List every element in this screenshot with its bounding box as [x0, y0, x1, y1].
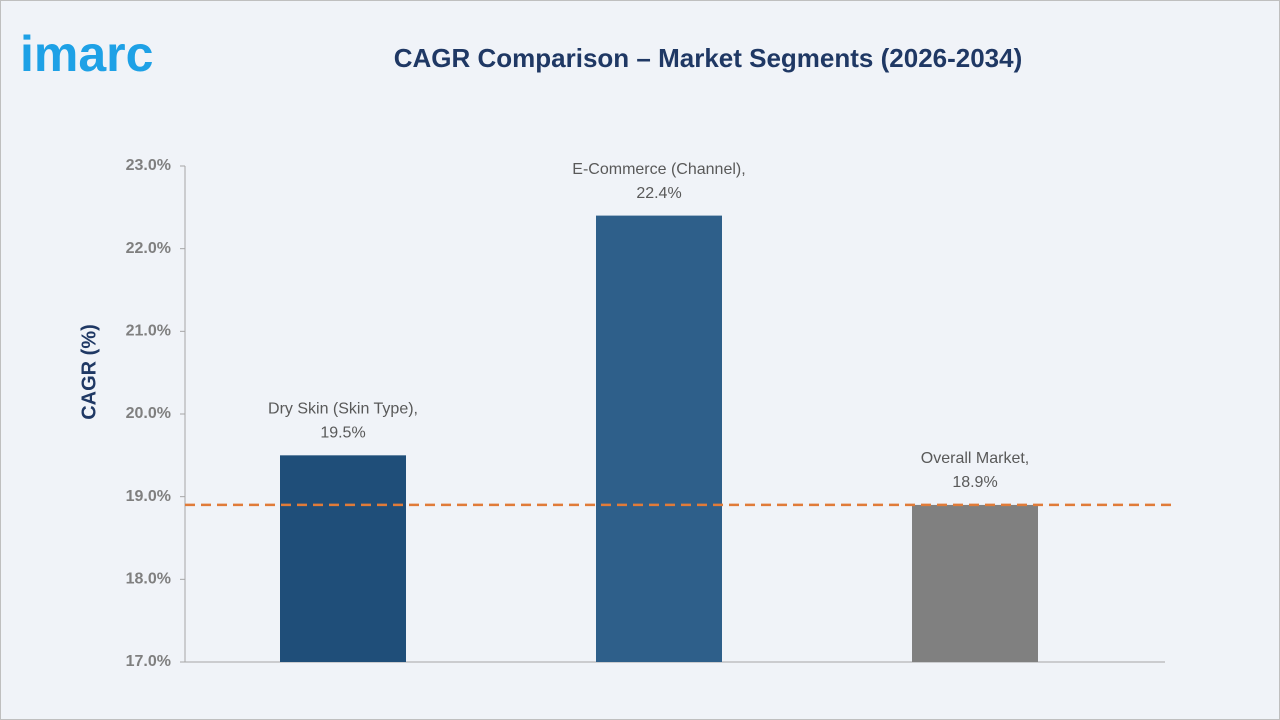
logo: imarc	[20, 26, 153, 82]
value-label: 22.4%	[636, 185, 681, 202]
y-tick-label: 22.0%	[126, 240, 171, 257]
chart-title: CAGR Comparison – Market Segments (2026-…	[394, 43, 1023, 73]
y-tick-label: 20.0%	[126, 405, 171, 422]
bar	[280, 455, 406, 662]
bar	[912, 504, 1038, 662]
category-label: Dry Skin (Skin Type),	[268, 401, 418, 418]
category-label: E-Commerce (Channel),	[572, 161, 745, 178]
y-tick-label: 19.0%	[126, 488, 171, 505]
category-label: Overall Market,	[921, 450, 1029, 467]
y-tick-label: 23.0%	[126, 157, 171, 174]
y-axis-label: CAGR (%)	[78, 324, 100, 420]
value-label: 19.5%	[320, 425, 365, 442]
bar	[596, 215, 722, 662]
y-tick-label: 18.0%	[126, 571, 171, 588]
value-label: 18.9%	[952, 474, 997, 491]
y-tick-label: 21.0%	[126, 323, 171, 340]
y-tick-label: 17.0%	[126, 653, 171, 670]
